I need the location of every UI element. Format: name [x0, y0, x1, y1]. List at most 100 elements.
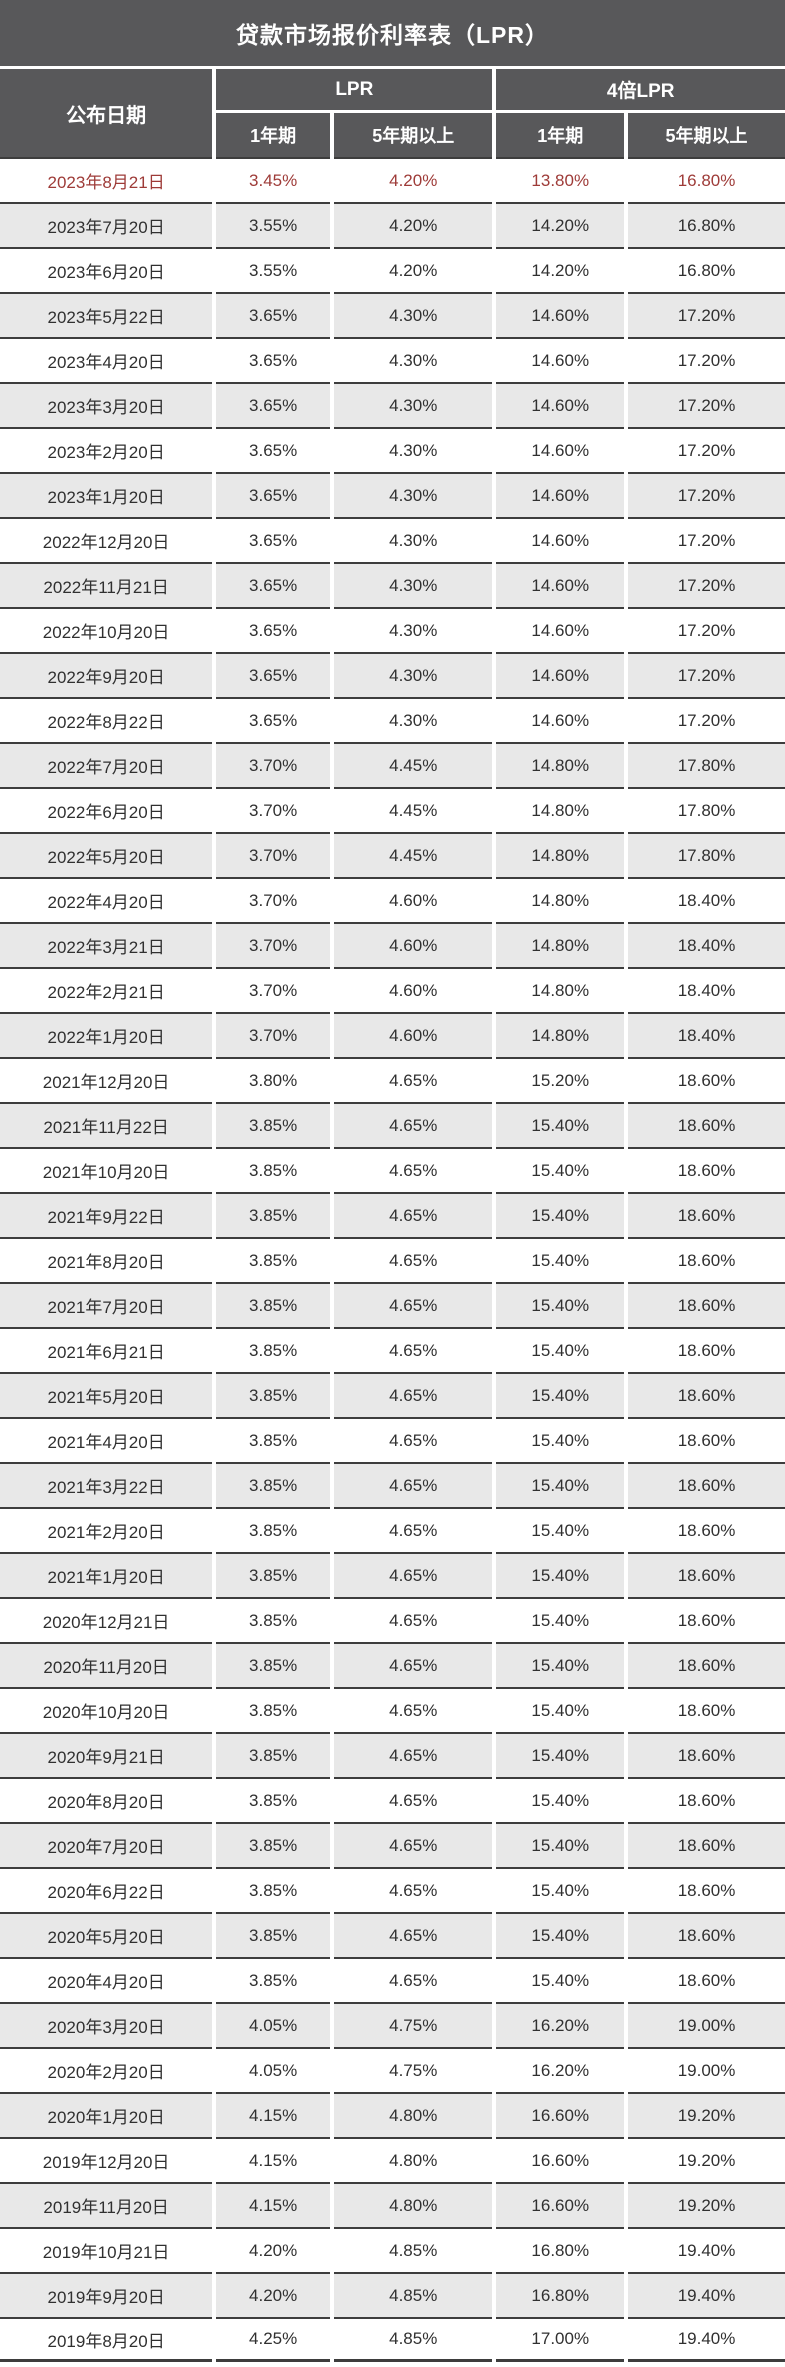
cell-4xlpr-1y: 16.20% [496, 2047, 625, 2092]
cell-4xlpr-5y: 18.60% [628, 1507, 785, 1552]
cell-lpr-1y: 3.70% [216, 877, 331, 922]
table-row: 2020年9月21日 3.85% 4.65% 15.40% 18.60% [0, 1732, 785, 1777]
cell-4xlpr-1y: 14.20% [496, 202, 625, 247]
cell-4xlpr-5y: 18.60% [628, 1237, 785, 1282]
cell-4xlpr-1y: 13.80% [496, 157, 625, 202]
cell-lpr-1y: 3.70% [216, 922, 331, 967]
cell-publish-date: 2021年1月20日 [0, 1552, 213, 1597]
cell-lpr-1y: 4.05% [216, 2002, 331, 2047]
table-row: 2022年10月20日 3.65% 4.30% 14.60% 17.20% [0, 607, 785, 652]
table-row: 2021年9月22日 3.85% 4.65% 15.40% 18.60% [0, 1192, 785, 1237]
cell-lpr-5y: 4.60% [334, 967, 493, 1012]
cell-4xlpr-1y: 14.60% [496, 697, 625, 742]
cell-lpr-1y: 3.85% [216, 1867, 331, 1912]
cell-lpr-1y: 3.65% [216, 697, 331, 742]
table-row: 2020年7月20日 3.85% 4.65% 15.40% 18.60% [0, 1822, 785, 1867]
cell-publish-date: 2021年7月20日 [0, 1282, 213, 1327]
cell-lpr-1y: 3.70% [216, 742, 331, 787]
table-row: 2022年7月20日 3.70% 4.45% 14.80% 17.80% [0, 742, 785, 787]
cell-lpr-5y: 4.20% [334, 157, 493, 202]
cell-4xlpr-1y: 15.40% [496, 1732, 625, 1777]
cell-publish-date: 2020年7月20日 [0, 1822, 213, 1867]
cell-lpr-1y: 3.85% [216, 1327, 331, 1372]
cell-lpr-5y: 4.45% [334, 832, 493, 877]
cell-publish-date: 2020年3月20日 [0, 2002, 213, 2047]
cell-lpr-1y: 3.65% [216, 652, 331, 697]
cell-publish-date: 2022年6月20日 [0, 787, 213, 832]
cell-lpr-5y: 4.65% [334, 1957, 493, 2002]
table-row: 2023年3月20日 3.65% 4.30% 14.60% 17.20% [0, 382, 785, 427]
cell-4xlpr-5y: 17.20% [628, 697, 785, 742]
cell-lpr-1y: 3.85% [216, 1552, 331, 1597]
cell-lpr-5y: 4.85% [334, 2227, 493, 2272]
cell-lpr-1y: 3.65% [216, 427, 331, 472]
cell-publish-date: 2022年8月22日 [0, 697, 213, 742]
cell-4xlpr-5y: 16.80% [628, 202, 785, 247]
cell-4xlpr-5y: 18.60% [628, 1372, 785, 1417]
cell-lpr-1y: 3.55% [216, 202, 331, 247]
cell-publish-date: 2021年9月22日 [0, 1192, 213, 1237]
table-row: 2022年8月22日 3.65% 4.30% 14.60% 17.20% [0, 697, 785, 742]
cell-4xlpr-5y: 19.20% [628, 2182, 785, 2227]
cell-4xlpr-1y: 14.60% [496, 337, 625, 382]
cell-4xlpr-1y: 14.80% [496, 922, 625, 967]
cell-4xlpr-5y: 18.60% [628, 1912, 785, 1957]
table-row: 2022年3月21日 3.70% 4.60% 14.80% 18.40% [0, 922, 785, 967]
cell-4xlpr-5y: 19.00% [628, 2002, 785, 2047]
cell-4xlpr-5y: 17.80% [628, 742, 785, 787]
cell-4xlpr-1y: 15.40% [496, 1462, 625, 1507]
table-row: 2022年6月20日 3.70% 4.45% 14.80% 17.80% [0, 787, 785, 832]
table-row: 2019年11月20日 4.15% 4.80% 16.60% 19.20% [0, 2182, 785, 2227]
cell-publish-date: 2020年8月20日 [0, 1777, 213, 1822]
cell-lpr-1y: 3.85% [216, 1147, 331, 1192]
table-row: 2021年1月20日 3.85% 4.65% 15.40% 18.60% [0, 1552, 785, 1597]
cell-4xlpr-5y: 19.40% [628, 2227, 785, 2272]
cell-lpr-5y: 4.20% [334, 202, 493, 247]
cell-lpr-1y: 3.85% [216, 1642, 331, 1687]
table-row: 2019年10月21日 4.20% 4.85% 16.80% 19.40% [0, 2227, 785, 2272]
cell-publish-date: 2021年12月20日 [0, 1057, 213, 1102]
table-row: 2023年4月20日 3.65% 4.30% 14.60% 17.20% [0, 337, 785, 382]
table-row: 2021年5月20日 3.85% 4.65% 15.40% 18.60% [0, 1372, 785, 1417]
cell-lpr-5y: 4.65% [334, 1822, 493, 1867]
cell-lpr-5y: 4.65% [334, 1147, 493, 1192]
cell-lpr-5y: 4.65% [334, 1372, 493, 1417]
cell-publish-date: 2022年11月21日 [0, 562, 213, 607]
cell-4xlpr-5y: 18.60% [628, 1732, 785, 1777]
cell-lpr-5y: 4.30% [334, 292, 493, 337]
cell-lpr-1y: 4.15% [216, 2092, 331, 2137]
cell-publish-date: 2021年11月22日 [0, 1102, 213, 1147]
cell-publish-date: 2020年10月20日 [0, 1687, 213, 1732]
cell-publish-date: 2020年5月20日 [0, 1912, 213, 1957]
cell-publish-date: 2021年10月20日 [0, 1147, 213, 1192]
table-row: 2021年12月20日 3.80% 4.65% 15.20% 18.60% [0, 1057, 785, 1102]
cell-4xlpr-1y: 15.40% [496, 1417, 625, 1462]
table-row: 2023年8月21日 3.45% 4.20% 13.80% 16.80% [0, 157, 785, 202]
cell-4xlpr-1y: 15.40% [496, 1687, 625, 1732]
cell-4xlpr-1y: 16.80% [496, 2227, 625, 2272]
cell-4xlpr-5y: 17.20% [628, 607, 785, 652]
cell-4xlpr-5y: 18.40% [628, 967, 785, 1012]
table-row: 2023年7月20日 3.55% 4.20% 14.20% 16.80% [0, 202, 785, 247]
cell-publish-date: 2021年4月20日 [0, 1417, 213, 1462]
cell-publish-date: 2022年1月20日 [0, 1012, 213, 1057]
cell-4xlpr-1y: 14.80% [496, 877, 625, 922]
cell-4xlpr-5y: 16.80% [628, 247, 785, 292]
cell-publish-date: 2019年12月20日 [0, 2137, 213, 2182]
table-row: 2019年12月20日 4.15% 4.80% 16.60% 19.20% [0, 2137, 785, 2182]
cell-lpr-1y: 4.15% [216, 2137, 331, 2182]
table-row: 2020年1月20日 4.15% 4.80% 16.60% 19.20% [0, 2092, 785, 2137]
cell-4xlpr-1y: 15.40% [496, 1777, 625, 1822]
cell-lpr-5y: 4.65% [334, 1777, 493, 1822]
column-group-lpr: LPR [216, 69, 493, 113]
cell-4xlpr-1y: 14.60% [496, 562, 625, 607]
cell-4xlpr-5y: 19.40% [628, 2272, 785, 2317]
cell-lpr-1y: 3.65% [216, 517, 331, 562]
cell-lpr-1y: 4.20% [216, 2227, 331, 2272]
lpr-table-wrap: 公布日期 LPR 4倍LPR 1年期 5年期以上 1年期 5年期以上 2023年… [0, 69, 785, 2362]
cell-4xlpr-5y: 18.60% [628, 1147, 785, 1192]
cell-4xlpr-5y: 18.60% [628, 1687, 785, 1732]
cell-lpr-5y: 4.65% [334, 1552, 493, 1597]
lpr-table-body: 2023年8月21日 3.45% 4.20% 13.80% 16.80% 2023年7月2… [0, 157, 785, 2362]
cell-4xlpr-5y: 18.60% [628, 1192, 785, 1237]
